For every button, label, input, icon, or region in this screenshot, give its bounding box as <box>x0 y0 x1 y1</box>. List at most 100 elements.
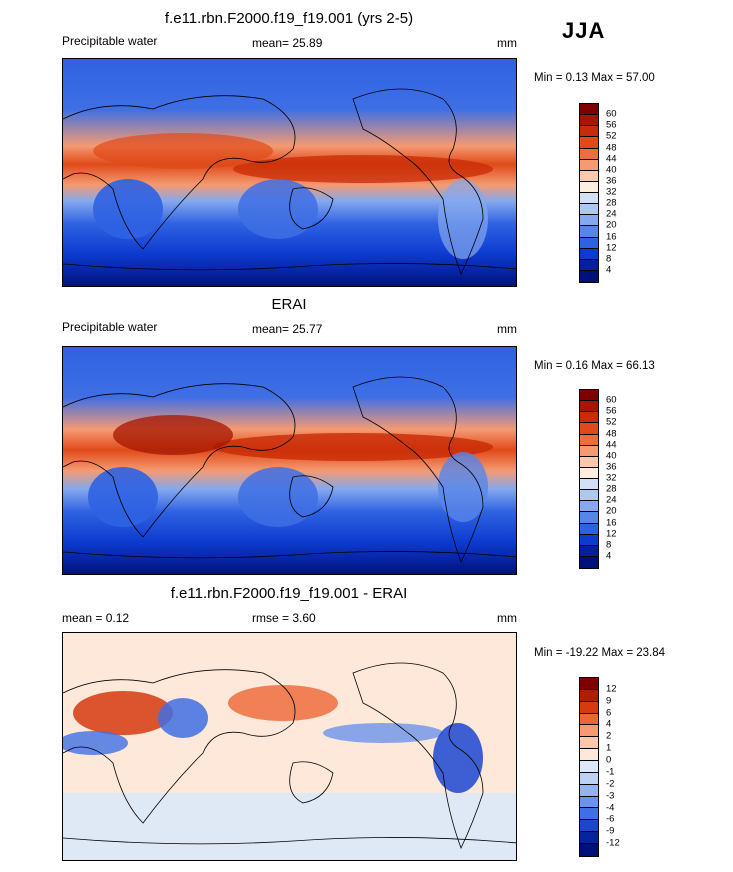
panel1-mean-label: mean= 25.89 <box>252 36 323 50</box>
colorbar-swatch <box>580 545 598 557</box>
panel1-map-svg <box>63 59 516 286</box>
colorbar-tick-label: -9 <box>606 825 615 837</box>
colorbar-tick-label: 32 <box>606 472 617 484</box>
colorbar-swatch <box>580 434 598 446</box>
colorbar-tick-label: -4 <box>606 802 615 814</box>
colorbar-tick-label: 4 <box>606 550 612 562</box>
colorbar-swatch <box>580 401 598 413</box>
panel3-units-label: mm <box>497 611 517 625</box>
colorbar-swatch <box>580 104 598 116</box>
colorbar-tick-label: -2 <box>606 778 615 790</box>
colorbar-swatch <box>580 761 598 773</box>
panel2-field <box>63 347 516 574</box>
colorbar-swatch <box>580 204 598 216</box>
colorbar-swatch <box>580 784 598 797</box>
colorbar-swatch <box>580 678 598 690</box>
panel3-southern-band <box>63 793 516 860</box>
season-label: JJA <box>562 18 606 43</box>
panel2-map <box>62 346 517 575</box>
panel3-india-negative <box>158 698 208 738</box>
colorbar-tick-label: 40 <box>606 450 617 462</box>
colorbar-tick-label: 32 <box>606 186 617 198</box>
colorbar-swatch <box>580 215 598 227</box>
colorbar-swatch <box>580 534 598 546</box>
colorbar-tick-label: 12 <box>606 528 617 540</box>
colorbar-swatch <box>580 456 598 468</box>
panel3-africa-negative <box>63 731 128 755</box>
panel1-colorbar <box>579 103 599 283</box>
panel3-map-svg <box>63 633 516 860</box>
colorbar-tick-label: 52 <box>606 416 617 428</box>
colorbar-swatch <box>580 796 598 809</box>
panel1-monsoon-band <box>93 133 273 169</box>
colorbar-tick-label: -1 <box>606 766 615 778</box>
colorbar-tick-label: 52 <box>606 130 617 142</box>
colorbar-tick-label: 24 <box>606 494 617 506</box>
panel3-title: f.e11.rbn.F2000.f19_f19.001 - ERAI <box>170 585 408 602</box>
panel1-coastlines <box>63 88 516 276</box>
colorbar-swatch <box>580 820 598 833</box>
colorbar-tick-label: 44 <box>606 153 617 165</box>
panel1-variable-label: Precipitable water <box>62 34 158 48</box>
colorbar-swatch <box>580 445 598 457</box>
colorbar-swatch <box>580 226 598 238</box>
colorbar-tick-label: 48 <box>606 142 617 153</box>
colorbar-swatch <box>580 259 598 271</box>
colorbar-swatch <box>580 181 598 193</box>
colorbar-tick-label: 20 <box>606 219 617 231</box>
panel2-monsoon-band <box>113 415 233 455</box>
panel2-colorbar <box>579 389 599 569</box>
colorbar-swatch <box>580 126 598 138</box>
panel3-map <box>62 632 517 861</box>
colorbar-tick-label: 40 <box>606 164 617 176</box>
panel3-coastlines <box>63 662 516 850</box>
colorbar-tick-label: 4 <box>606 718 612 730</box>
colorbar-tick-label: 8 <box>606 253 612 265</box>
colorbar-swatch <box>580 148 598 160</box>
panel1-minmax: Min = 0.13 Max = 57.00 <box>534 72 655 84</box>
panel3-amazon-negative <box>433 723 483 793</box>
colorbar-tick-label: 28 <box>606 197 617 209</box>
colorbar-tick-label: 6 <box>606 707 612 719</box>
colorbar-swatch <box>580 501 598 513</box>
panel3-rmse-label: rmse = 3.60 <box>252 611 316 625</box>
colorbar-tick-label: 28 <box>606 483 617 495</box>
colorbar-swatch <box>580 159 598 171</box>
colorbar-tick-label: 16 <box>606 517 617 528</box>
colorbar-swatch <box>580 772 598 785</box>
colorbar-swatch <box>580 137 598 149</box>
panel2-coastlines <box>63 376 516 564</box>
panel2-southamerica <box>438 452 488 522</box>
panel3-itcz-negative <box>323 723 443 743</box>
panel2-africa-dry <box>88 467 158 527</box>
colorbar-tick-label: 44 <box>606 439 617 451</box>
colorbar-tick-label: 60 <box>606 394 617 406</box>
colorbar-swatch <box>580 479 598 491</box>
colorbar-tick-label: 8 <box>606 539 612 551</box>
panel3-colorbar <box>579 677 599 857</box>
panel3-arabia-positive <box>73 691 173 735</box>
panel1-units-label: mm <box>497 36 517 50</box>
panel2-map-svg <box>63 347 516 574</box>
colorbar-tick-label: 60 <box>606 108 617 120</box>
colorbar-tick-label: 12 <box>606 683 617 695</box>
panel1-australia-dry <box>238 179 318 239</box>
colorbar-swatch <box>580 270 598 282</box>
colorbar-swatch <box>580 237 598 249</box>
colorbar-tick-label: 4 <box>606 264 612 276</box>
panel2-title: ERAI <box>271 296 307 313</box>
panel2-variable-label: Precipitable water <box>62 320 158 334</box>
panel1-map <box>62 58 517 287</box>
colorbar-swatch <box>580 725 598 738</box>
colorbar-swatch <box>580 193 598 205</box>
colorbar-swatch <box>580 737 598 750</box>
panel2-mean-label: mean= 25.77 <box>252 322 323 336</box>
panel2-units-label: mm <box>497 322 517 336</box>
colorbar-tick-label: 9 <box>606 695 612 707</box>
colorbar-swatch <box>580 523 598 535</box>
colorbar-swatch <box>580 713 598 726</box>
colorbar-swatch <box>580 390 598 402</box>
colorbar-swatch <box>580 749 598 762</box>
colorbar-tick-label: -6 <box>606 813 615 825</box>
panel1-africa-dry <box>93 179 163 239</box>
